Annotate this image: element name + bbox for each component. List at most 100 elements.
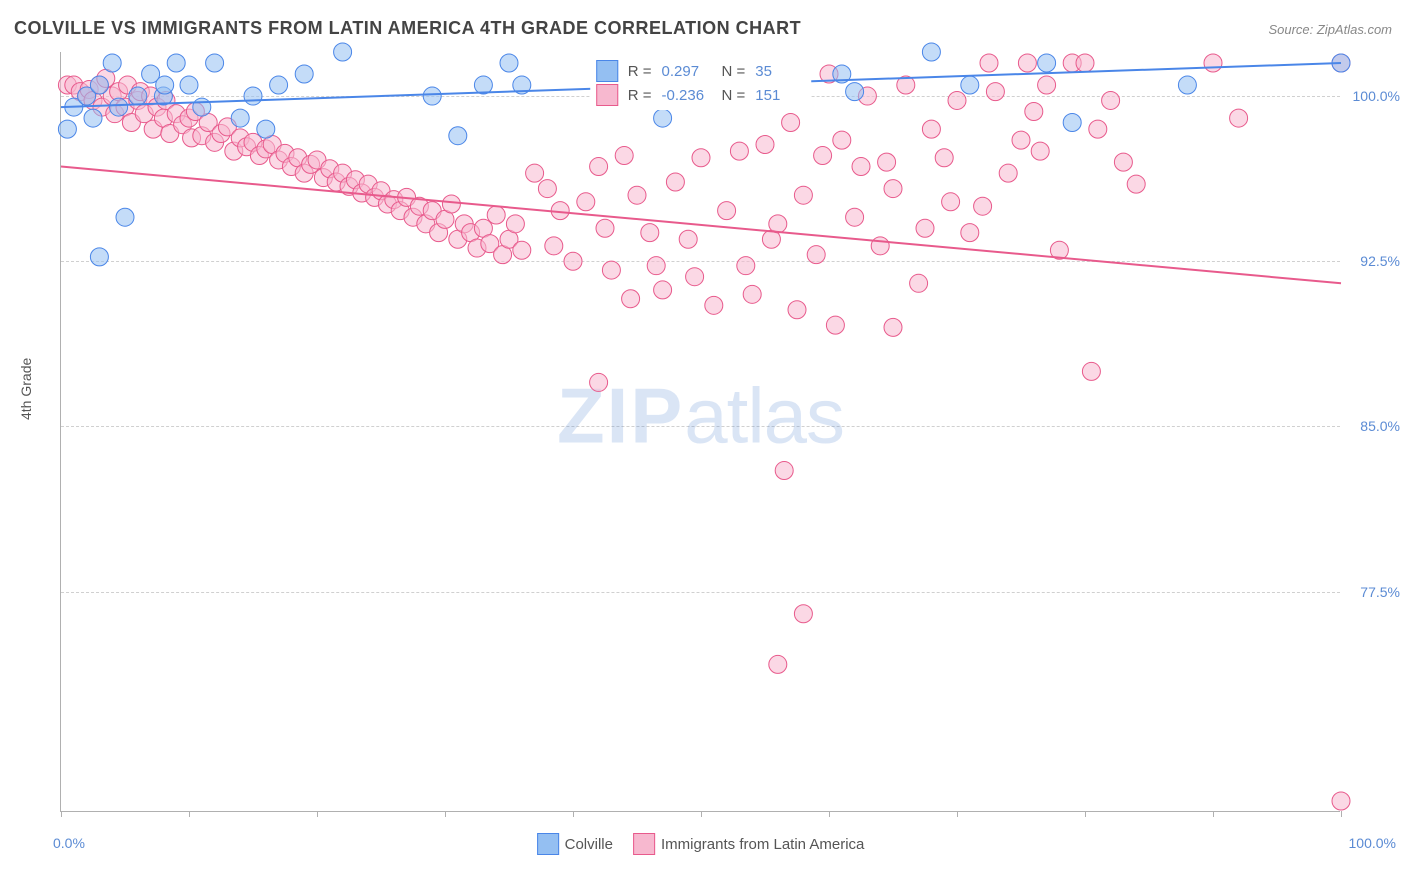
data-point	[506, 215, 524, 233]
data-point	[654, 281, 672, 299]
data-point	[1082, 362, 1100, 380]
data-point	[1063, 113, 1081, 131]
x-tick	[573, 811, 574, 817]
data-point	[295, 65, 313, 83]
data-point	[852, 158, 870, 176]
data-point	[90, 248, 108, 266]
data-point	[156, 76, 174, 94]
data-point	[878, 153, 896, 171]
data-point	[641, 224, 659, 242]
data-point	[666, 173, 684, 191]
data-point	[986, 83, 1004, 101]
series-legend: Colville Immigrants from Latin America	[537, 833, 865, 855]
data-point	[769, 215, 787, 233]
x-tick	[189, 811, 190, 817]
data-point	[110, 98, 128, 116]
data-point	[84, 109, 102, 127]
data-point	[794, 605, 812, 623]
data-point	[1127, 175, 1145, 193]
data-point	[1038, 54, 1056, 72]
legend-swatch-colville-b	[537, 833, 559, 855]
data-point	[961, 224, 979, 242]
chart-title: COLVILLE VS IMMIGRANTS FROM LATIN AMERIC…	[14, 18, 801, 39]
data-point	[910, 274, 928, 292]
x-tick	[701, 811, 702, 817]
data-point	[686, 268, 704, 286]
x-tick-label: 100.0%	[1349, 835, 1396, 851]
chart-header: COLVILLE VS IMMIGRANTS FROM LATIN AMERIC…	[14, 18, 1392, 39]
data-point	[116, 208, 134, 226]
legend-swatch-immigrants	[596, 84, 618, 106]
data-point	[628, 186, 646, 204]
x-tick	[1085, 811, 1086, 817]
data-point	[647, 257, 665, 275]
data-point	[756, 136, 774, 154]
y-tick-label: 100.0%	[1353, 88, 1400, 104]
data-point	[513, 241, 531, 259]
legend-swatch-colville	[596, 60, 618, 82]
data-point	[1178, 76, 1196, 94]
data-point	[692, 149, 710, 167]
data-point	[788, 301, 806, 319]
data-point	[942, 193, 960, 211]
data-point	[794, 186, 812, 204]
data-point	[999, 164, 1017, 182]
data-point	[1031, 142, 1049, 160]
data-point	[705, 296, 723, 314]
data-point	[884, 180, 902, 198]
data-point	[916, 219, 934, 237]
y-tick-label: 77.5%	[1360, 584, 1400, 600]
data-point	[922, 43, 940, 61]
data-point	[167, 54, 185, 72]
data-point	[935, 149, 953, 167]
data-point	[782, 113, 800, 131]
data-point	[871, 237, 889, 255]
data-point	[743, 285, 761, 303]
data-point	[974, 197, 992, 215]
data-point	[679, 230, 697, 248]
data-point	[526, 164, 544, 182]
data-point	[1332, 792, 1350, 810]
data-point	[596, 219, 614, 237]
y-tick-label: 85.0%	[1360, 418, 1400, 434]
legend-item-colville: Colville	[537, 833, 613, 855]
data-point	[193, 98, 211, 116]
data-point	[1025, 102, 1043, 120]
scatter-svg	[61, 52, 1340, 811]
data-point	[58, 120, 76, 138]
data-point	[442, 195, 460, 213]
data-point	[1102, 91, 1120, 109]
data-point	[90, 76, 108, 94]
data-point	[602, 261, 620, 279]
data-point	[826, 316, 844, 334]
data-point	[270, 76, 288, 94]
data-point	[1038, 76, 1056, 94]
data-point	[1018, 54, 1036, 72]
data-point	[769, 655, 787, 673]
x-tick	[61, 811, 62, 817]
data-point	[1204, 54, 1222, 72]
data-point	[577, 193, 595, 211]
data-point	[206, 54, 224, 72]
data-point	[654, 109, 672, 127]
data-point	[1089, 120, 1107, 138]
data-point	[775, 462, 793, 480]
y-axis-label: 4th Grade	[18, 358, 34, 420]
x-tick	[957, 811, 958, 817]
data-point	[1012, 131, 1030, 149]
x-tick	[1213, 811, 1214, 817]
data-point	[730, 142, 748, 160]
source-credit: Source: ZipAtlas.com	[1268, 22, 1392, 37]
data-point	[814, 147, 832, 165]
data-point	[737, 257, 755, 275]
data-point	[718, 202, 736, 220]
data-point	[1114, 153, 1132, 171]
chart-plot-area: ZIPatlas R =0.297 N =35 R =-0.236 N =151…	[60, 52, 1340, 812]
data-point	[129, 87, 147, 105]
data-point	[846, 208, 864, 226]
data-point	[615, 147, 633, 165]
data-point	[846, 83, 864, 101]
data-point	[103, 54, 121, 72]
data-point	[231, 109, 249, 127]
data-point	[545, 237, 563, 255]
